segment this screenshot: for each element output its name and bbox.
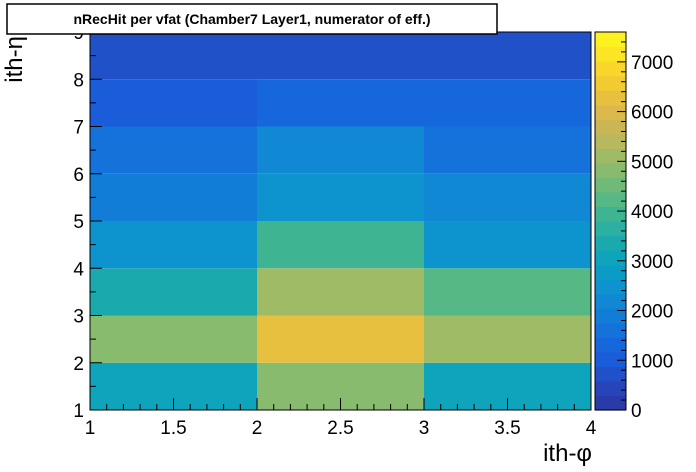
- colorbar-tick-label: 4000: [631, 202, 673, 223]
- colorbar-swatch: [595, 191, 626, 208]
- y-tick-label: 8: [73, 70, 84, 91]
- x-tick-label: 2: [252, 418, 263, 439]
- heatmap-cell: [257, 126, 424, 174]
- y-tick-label: 7: [73, 118, 84, 139]
- title-box: nRecHit per vfat (Chamber7 Layer1, numer…: [6, 3, 498, 35]
- colorbar-swatch: [595, 380, 626, 397]
- colorbar-tick-label: 5000: [631, 152, 673, 173]
- colorbar-swatch: [595, 250, 626, 266]
- colorbar-swatch: [595, 119, 626, 135]
- y-tick-label: 1: [73, 401, 84, 422]
- colorbar-swatch: [595, 148, 626, 164]
- colorbar-swatch: [595, 90, 626, 106]
- colorbar-tick-label: 2000: [631, 302, 673, 323]
- heatmap-cell: [257, 315, 424, 363]
- x-tick-label: 4: [586, 418, 597, 439]
- colorbar-swatch: [595, 75, 626, 91]
- colorbar-swatch: [595, 177, 626, 193]
- colorbar-swatch: [595, 162, 626, 178]
- colorbar-swatch: [595, 133, 626, 149]
- colorbar-swatch: [595, 395, 626, 411]
- x-axis-title: ith-φ: [543, 440, 592, 467]
- heatmap-cell: [90, 268, 257, 316]
- heatmap-cell: [257, 221, 424, 269]
- colorbar-swatch: [595, 337, 626, 353]
- heatmap-cell: [424, 32, 591, 80]
- heatmap-cell: [257, 268, 424, 316]
- colorbar-tick-label: 7000: [631, 53, 673, 74]
- y-tick-label: 4: [73, 259, 84, 280]
- colorbar-tick-label: 6000: [631, 103, 673, 124]
- colorbar-swatch: [595, 61, 626, 77]
- colorbar-tick-label: 1000: [631, 351, 673, 372]
- colorbar-swatch: [595, 264, 626, 280]
- colorbar-tick-label: 3000: [631, 252, 673, 273]
- x-tick-label: 1.5: [160, 418, 186, 439]
- y-tick-label: 5: [73, 212, 84, 233]
- heatmap-cell: [424, 173, 591, 221]
- heatmap-cell: [257, 32, 424, 80]
- colorbar-tick-label: 0: [631, 401, 642, 422]
- colorbar-swatch: [595, 293, 626, 309]
- colorbar-swatch: [595, 279, 626, 295]
- colorbar-swatch: [595, 104, 626, 120]
- heatmap-cell: [424, 315, 591, 363]
- colorbar-swatch: [595, 308, 626, 324]
- heatmap-cell: [90, 126, 257, 174]
- x-tick-label: 1: [85, 418, 96, 439]
- heatmap-cell: [90, 221, 257, 269]
- heatmap-cell: [257, 173, 424, 221]
- x-tick-label: 3: [419, 418, 430, 439]
- colorbar-swatch: [595, 46, 626, 62]
- y-tick-label: 2: [73, 354, 84, 375]
- colorbar: 0 1000 2000 3000 4000 5000 6000 7000: [594, 31, 673, 422]
- heatmap-cell: [90, 315, 257, 363]
- y-tick-label: 6: [73, 165, 84, 186]
- heatmap-cell: [90, 173, 257, 221]
- heatmap-cell: [90, 79, 257, 127]
- colorbar-swatch: [595, 322, 626, 338]
- heatmap-cell: [424, 126, 591, 174]
- x-tick-label: 3.5: [494, 418, 520, 439]
- heatmap-cells: [90, 32, 591, 410]
- heatmap-cell: [424, 268, 591, 316]
- heatmap-cell: [424, 221, 591, 269]
- colorbar-swatch: [595, 32, 626, 48]
- colorbar-swatch: [595, 235, 626, 251]
- heatmap-cell: [424, 79, 591, 127]
- y-axis-title: ith-η: [1, 36, 28, 83]
- x-tick-label: 2.5: [327, 418, 353, 439]
- colorbar-swatch: [595, 221, 626, 237]
- chart-title: nRecHit per vfat (Chamber7 Layer1, numer…: [73, 11, 430, 27]
- colorbar-swatch: [595, 366, 626, 382]
- colorbar-swatch: [595, 351, 626, 367]
- colorbar-swatch: [595, 206, 626, 222]
- y-tick-label: 3: [73, 307, 84, 328]
- heatmap-cell: [257, 79, 424, 127]
- heatmap-cell: [90, 32, 257, 80]
